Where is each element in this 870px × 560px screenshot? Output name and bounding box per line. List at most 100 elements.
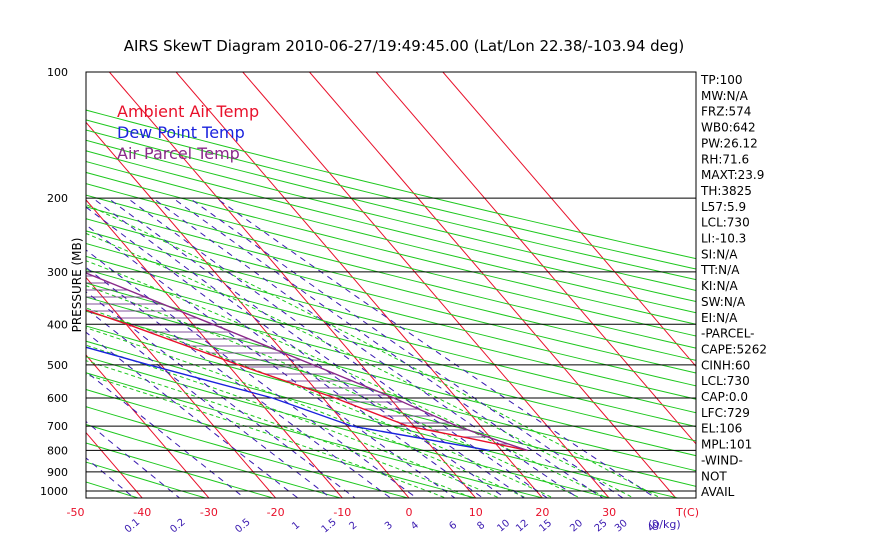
bottom-temp-tick-label: -30 xyxy=(200,506,218,519)
mixing-ratio-tick-label: 8 xyxy=(475,520,487,533)
dry-adiabat-line xyxy=(86,296,696,457)
stability-index-item: EI:N/A xyxy=(701,311,738,325)
stability-index-item: MW:N/A xyxy=(701,89,749,103)
dry-adiabat-line xyxy=(86,310,696,472)
stability-index-item: LCL:730 xyxy=(701,374,750,388)
stability-index-item: CINH:60 xyxy=(701,358,750,372)
pressure-tick-label: 200 xyxy=(47,192,68,205)
dry-adiabat-line xyxy=(86,282,696,442)
pressure-tick-label: 700 xyxy=(47,420,68,433)
mixing-ratio-tick-label: 0.1 xyxy=(123,517,142,536)
ambient-air-temp-line xyxy=(86,309,528,452)
stability-index-item: KI:N/A xyxy=(701,279,738,293)
mixing-ratio-tick-label: 1.5 xyxy=(320,517,339,536)
dry-adiabat-line xyxy=(86,218,696,374)
stability-index-item: SW:N/A xyxy=(701,295,746,309)
stability-index-item: -PARCEL- xyxy=(701,327,755,341)
isotherm-line xyxy=(86,276,277,498)
bottom-temp-tick-label: -50 xyxy=(67,506,85,519)
stability-index-item: LCL:730 xyxy=(701,216,750,230)
pressure-tick-label: 900 xyxy=(47,466,68,479)
dry-adiabat-line xyxy=(86,119,696,270)
dry-adiabat-line xyxy=(86,406,410,498)
pressure-tick-label: 600 xyxy=(47,392,68,405)
dry-adiabat-line xyxy=(86,129,696,281)
dry-adiabat-line xyxy=(86,356,613,498)
mixing-ratio-tick-label: 12 xyxy=(514,518,531,535)
x-axis-unit-label: T(C) xyxy=(675,506,699,519)
stability-index-item: TP:100 xyxy=(700,73,743,87)
chart-title: AIRS SkewT Diagram 2010-06-27/19:49:45.0… xyxy=(124,37,685,55)
moist-adiabat-line xyxy=(86,360,475,498)
dry-adiabat-line xyxy=(86,325,696,487)
isotherm-line xyxy=(108,72,477,498)
dry-adiabat-line xyxy=(86,423,343,498)
pressure-tick-label: 800 xyxy=(47,444,68,457)
pressure-tick-label: 1000 xyxy=(40,485,68,498)
mixing-ratio-tick-label: 30 xyxy=(613,518,630,535)
stability-index-item: L57:5.9 xyxy=(701,200,746,214)
mixing-ratio-tick-label: 4 xyxy=(409,520,421,533)
stability-index-item: FRZ:574 xyxy=(701,105,751,119)
mixing-ratio-line xyxy=(86,291,356,498)
dry-adiabat-line xyxy=(86,269,696,428)
pressure-tick-label: 100 xyxy=(47,66,68,79)
dry-adiabat-line xyxy=(86,372,545,498)
moist-adiabat-line xyxy=(86,307,555,498)
isotherm-line xyxy=(0,72,10,500)
stability-index-item: MAXT:23.9 xyxy=(701,168,764,182)
bottom-temp-tick-label: -40 xyxy=(133,506,151,519)
mixing-ratio-line xyxy=(110,199,525,498)
bottom-temp-tick-label: 10 xyxy=(469,506,483,519)
stability-index-item: LFC:729 xyxy=(701,406,750,420)
pressure-tick-label: 500 xyxy=(47,359,68,372)
plot-frame xyxy=(85,71,697,499)
stability-index-item: WB0:642 xyxy=(701,121,756,135)
stability-index-item: LI:-10.3 xyxy=(701,232,746,246)
mixing-ratio-tick-label: 2 xyxy=(348,520,360,533)
stability-index-item: CAPE:5262 xyxy=(701,342,767,356)
mixing-ratio-tick-label: 15 xyxy=(537,518,554,535)
pressure-tick-label: 400 xyxy=(47,318,68,331)
mixing-ratio-line xyxy=(155,199,580,498)
dry-adiabat-line xyxy=(86,230,696,387)
isotherm-line xyxy=(86,354,210,498)
mixing-ratio-tick-label: 0.2 xyxy=(168,517,187,536)
isotherm-line xyxy=(175,72,544,498)
mixing-ratio-tick-label: 25 xyxy=(593,518,610,535)
mixing-ratio-line xyxy=(175,199,604,498)
dry-adiabat-line xyxy=(86,389,478,498)
mixing-ratio-line xyxy=(95,200,507,498)
pressure-tick-label: 300 xyxy=(47,266,68,279)
dry-adiabat-line xyxy=(86,161,696,314)
mixing-ratio-line xyxy=(130,199,549,498)
isotherm-line xyxy=(309,72,677,498)
stability-index-item: -WIND- xyxy=(701,453,743,467)
mixing-ratio-tick-label: 0.5 xyxy=(233,517,252,536)
mixing-ratio-tick-label: 10 xyxy=(495,518,512,535)
legend-ambient-air-temp: Ambient Air Temp xyxy=(117,102,259,121)
air-parcel-temp-line xyxy=(86,272,528,452)
dry-adiabat-line xyxy=(86,255,696,414)
moist-adiabat-line xyxy=(86,285,582,498)
mixing-ratio-tick-label: 3 xyxy=(383,520,395,533)
bottom-temp-tick-label: 30 xyxy=(602,506,616,519)
stability-index-item: CAP:0.0 xyxy=(701,390,748,404)
bottom-temp-tick-label: 20 xyxy=(535,506,549,519)
stability-index-item: TH:3825 xyxy=(700,184,752,198)
stability-index-item: MPL:101 xyxy=(701,438,752,452)
mixing-ratio-unit-label: (g/kg) xyxy=(648,518,681,531)
legend-air-parcel-temp: Air Parcel Temp xyxy=(117,144,240,163)
mixing-ratio-line xyxy=(86,224,456,498)
bottom-temp-tick-label: -10 xyxy=(333,506,351,519)
isotherm-line xyxy=(375,72,696,445)
legend: Ambient Air Temp Dew Point Temp Air Parc… xyxy=(117,102,259,163)
dry-adiabat-line xyxy=(86,243,696,400)
stability-index-item: TT:N/A xyxy=(700,263,740,277)
mixing-ratio-tick-label: 6 xyxy=(447,520,459,533)
mixing-ratio-line xyxy=(86,370,246,498)
mixing-ratio-tick-label: 20 xyxy=(568,518,585,535)
isotherm-line xyxy=(242,72,610,498)
